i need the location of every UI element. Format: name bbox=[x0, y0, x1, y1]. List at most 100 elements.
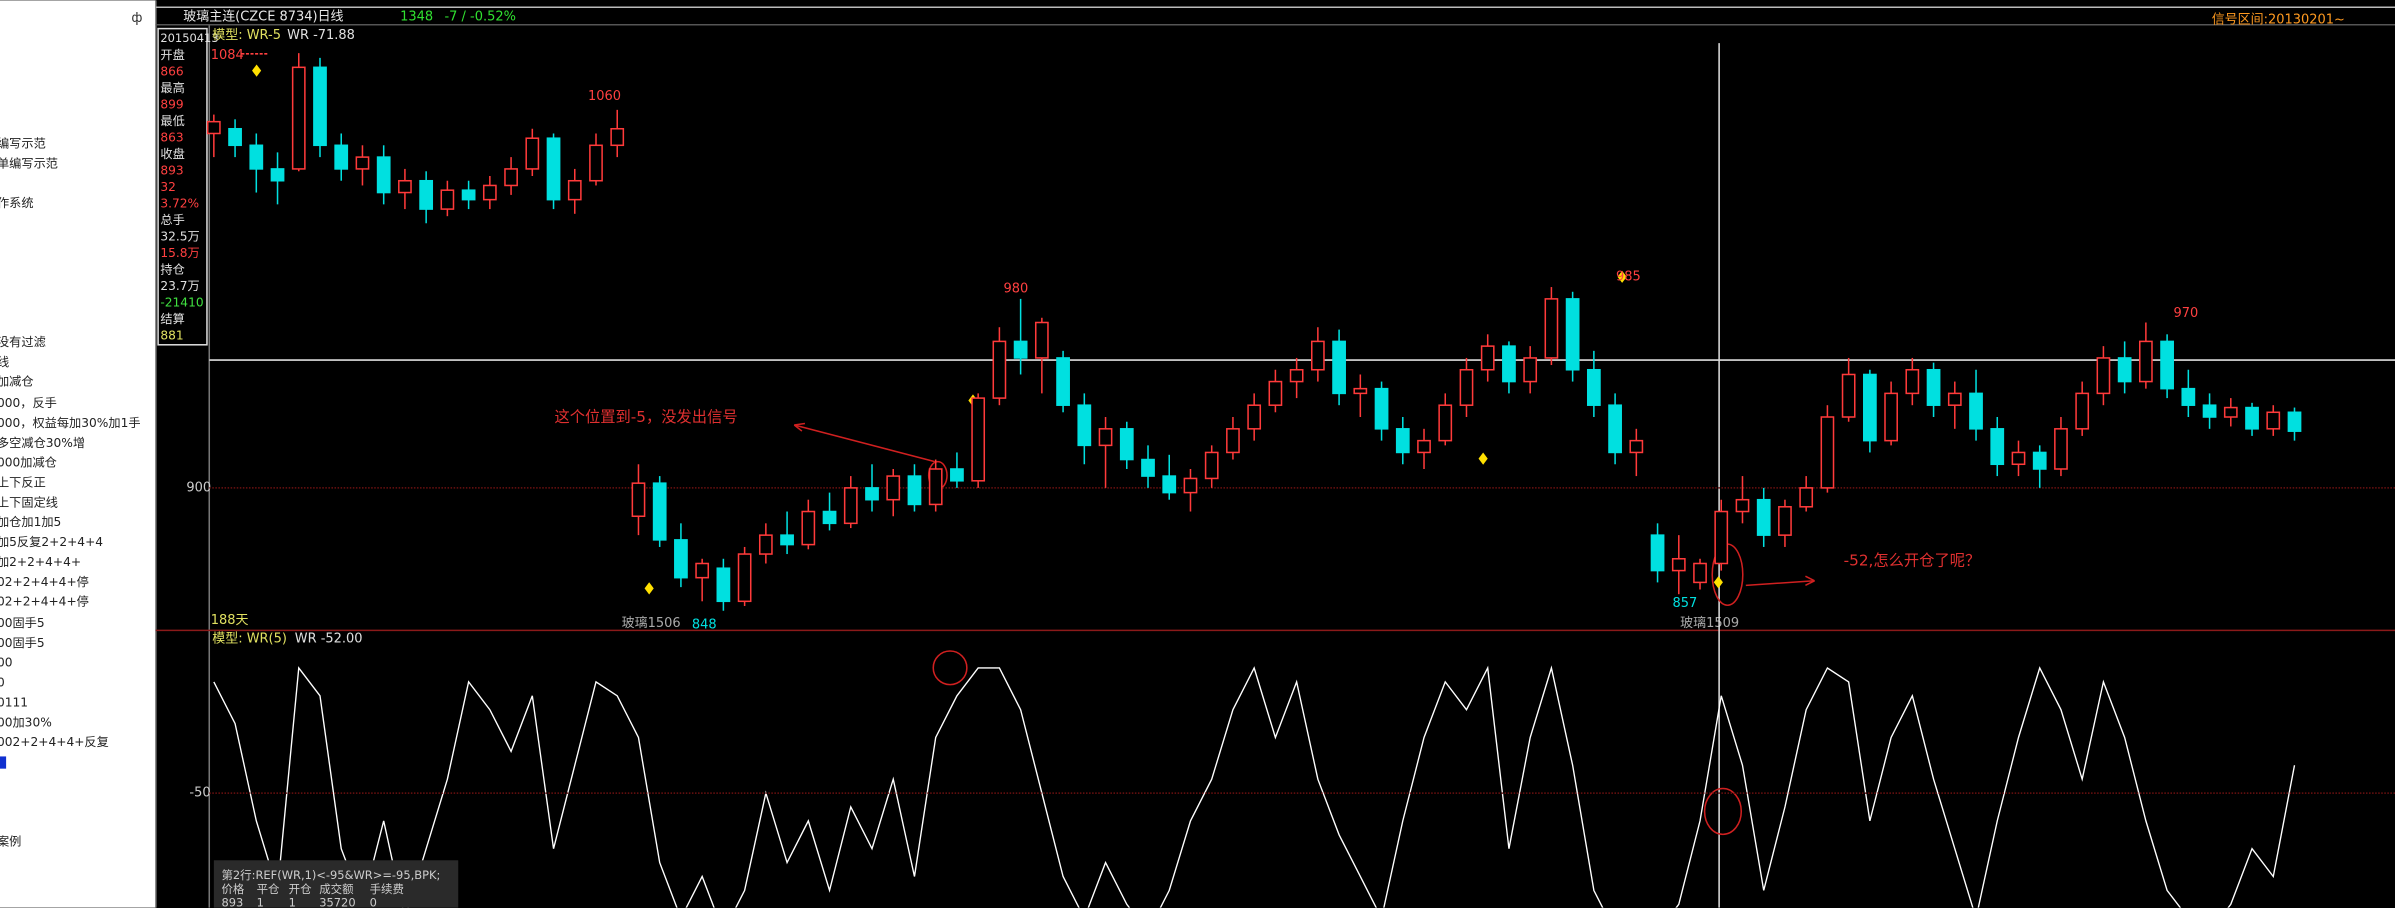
candle-body bbox=[2202, 404, 2217, 418]
candle-body bbox=[1077, 404, 1092, 447]
candle-body bbox=[2054, 428, 2068, 470]
candle-body bbox=[1862, 373, 1877, 442]
candle-body bbox=[1395, 428, 1410, 454]
candle-body bbox=[419, 179, 434, 210]
info-value: -21410 bbox=[160, 295, 203, 309]
tooltip-cell: 35720 bbox=[319, 896, 355, 908]
sidebar-item: 编写示范 bbox=[0, 135, 46, 150]
annotation: -52,怎么开仓了呢？ bbox=[1844, 551, 1981, 569]
candle-body bbox=[1310, 340, 1325, 371]
candle-body bbox=[1799, 487, 1814, 508]
info-label: 开盘 bbox=[160, 47, 184, 62]
sidebar-item: 加仓加1加5 bbox=[0, 515, 61, 529]
annotation: 970 bbox=[2174, 306, 2199, 321]
candle-body bbox=[886, 475, 901, 501]
candle-body bbox=[482, 184, 497, 201]
candle-body bbox=[355, 156, 370, 170]
info-value: 866 bbox=[160, 64, 183, 78]
info-label: 收盘 bbox=[160, 146, 184, 161]
candle-body bbox=[865, 487, 879, 501]
candle-body bbox=[1586, 368, 1601, 406]
candle-body bbox=[1990, 428, 2005, 466]
candle-body bbox=[2266, 411, 2281, 430]
candle-body bbox=[1056, 357, 1070, 406]
candle-body bbox=[1417, 439, 1431, 454]
model-label: 模型: WR(5) bbox=[212, 631, 287, 646]
candle-body bbox=[334, 144, 349, 170]
sidebar-item: 00固手5 bbox=[0, 616, 45, 630]
signal-marker bbox=[1713, 576, 1723, 589]
candle-body bbox=[291, 66, 306, 170]
sidebar-item: 加减仓 bbox=[0, 375, 34, 389]
candle-body bbox=[249, 144, 264, 170]
candle-body bbox=[1204, 451, 1219, 480]
candle-body bbox=[1820, 416, 1835, 489]
candle-body bbox=[822, 510, 837, 525]
candle-body bbox=[206, 120, 221, 135]
info-label: 结算 bbox=[160, 311, 184, 326]
candle-body bbox=[461, 189, 476, 201]
candle-body bbox=[2096, 357, 2111, 395]
tooltip bbox=[213, 860, 459, 908]
candle-body bbox=[1034, 321, 1049, 359]
signal-marker bbox=[1617, 270, 1627, 283]
sidebar-item: 0 bbox=[0, 676, 5, 690]
sidebar-item: 00 bbox=[0, 656, 12, 670]
candle-body bbox=[1544, 298, 1559, 359]
tooltip-cell: 0 bbox=[370, 896, 377, 908]
info-value: 893 bbox=[160, 163, 183, 177]
candle-body bbox=[1459, 368, 1474, 406]
candle-body bbox=[589, 144, 603, 182]
price: 1348 bbox=[400, 10, 433, 25]
candle-body bbox=[2181, 387, 2196, 406]
arrow-head bbox=[793, 422, 806, 432]
sidebar-item: 作系统 bbox=[0, 196, 34, 210]
sidebar bbox=[0, 0, 156, 908]
candle-body bbox=[1141, 458, 1155, 477]
info-label: 持仓 bbox=[160, 261, 184, 276]
candle-body bbox=[1714, 510, 1729, 565]
sidebar-item: 没有过滤 bbox=[0, 334, 46, 349]
candle-body bbox=[313, 66, 327, 147]
candle-body bbox=[737, 553, 752, 603]
tooltip-header: 手续费 bbox=[370, 882, 404, 896]
signal-range: 信号区间:20130201~ bbox=[2212, 13, 2345, 28]
candle-body bbox=[2139, 340, 2153, 383]
tooltip-cell: 1 bbox=[257, 896, 264, 908]
candle-body bbox=[1226, 428, 1240, 454]
candle-body bbox=[1502, 345, 1516, 383]
candle-body bbox=[1778, 506, 1792, 536]
candle-body bbox=[1671, 558, 1686, 572]
info-value: 3.72% bbox=[160, 196, 199, 210]
model-label: 模型: WR-5 bbox=[212, 28, 281, 43]
sidebar-item: 多空减仓30%增 bbox=[0, 435, 85, 450]
sidebar-item: 000，反手 bbox=[0, 396, 57, 410]
candle-body bbox=[907, 475, 922, 506]
candle-body bbox=[610, 127, 625, 147]
pin-icon[interactable]: ф bbox=[131, 11, 142, 26]
y-tick-label: -50 bbox=[189, 786, 210, 801]
selection-marker bbox=[0, 756, 7, 769]
candle-body bbox=[2160, 340, 2174, 390]
candle-body bbox=[843, 487, 858, 525]
annotation: 980 bbox=[1004, 282, 1029, 297]
sidebar-item: 单编写示范 bbox=[0, 155, 58, 170]
candle-body bbox=[2032, 451, 2047, 470]
candle-body bbox=[674, 539, 688, 579]
candle-body bbox=[652, 482, 667, 541]
candle-body bbox=[2011, 451, 2026, 466]
circle-mark bbox=[1703, 787, 1743, 836]
tooltip-header: 价格 bbox=[221, 882, 244, 896]
candle-body bbox=[758, 534, 773, 555]
candle-body bbox=[1969, 392, 1983, 430]
tooltip-cell: 893 bbox=[221, 896, 243, 908]
sidebar-item: 000加减仓 bbox=[0, 456, 57, 470]
candle-body bbox=[1162, 475, 1177, 494]
candle-body bbox=[1098, 428, 1113, 447]
sidebar-item: 上下固定线 bbox=[0, 494, 58, 509]
sidebar-item: 加2+2+4+4+ bbox=[0, 555, 81, 569]
candle-body bbox=[228, 127, 242, 147]
days-label: 188天 bbox=[211, 613, 249, 628]
candle-body bbox=[1289, 368, 1304, 383]
